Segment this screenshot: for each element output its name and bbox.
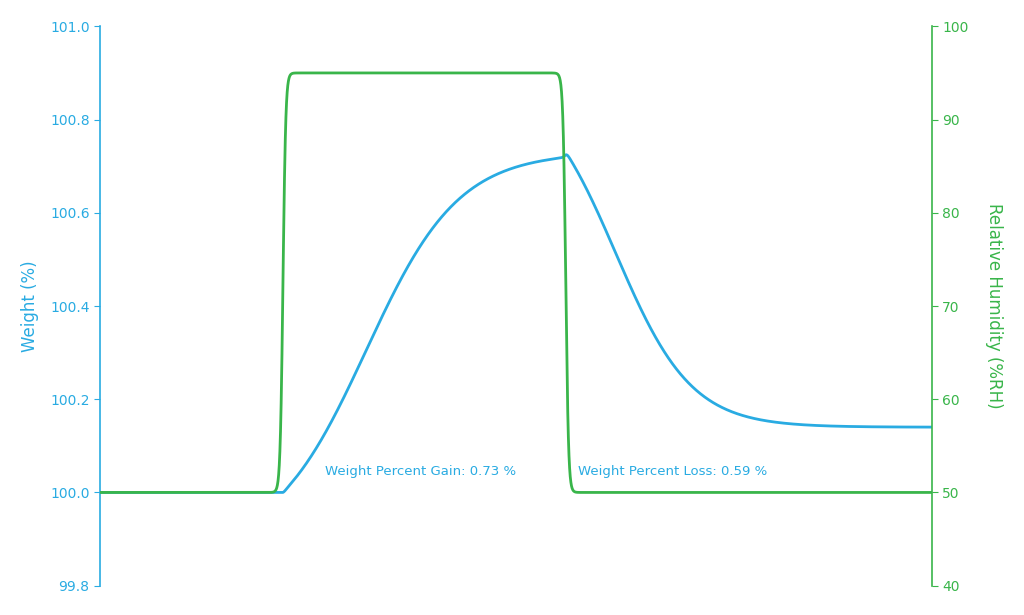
Text: Weight Percent Loss: 0.59 %: Weight Percent Loss: 0.59 % bbox=[579, 466, 767, 478]
Y-axis label: Weight (%): Weight (%) bbox=[20, 260, 39, 352]
Y-axis label: Relative Humidity (%RH): Relative Humidity (%RH) bbox=[985, 203, 1004, 409]
Text: Weight Percent Gain: 0.73 %: Weight Percent Gain: 0.73 % bbox=[325, 466, 516, 478]
